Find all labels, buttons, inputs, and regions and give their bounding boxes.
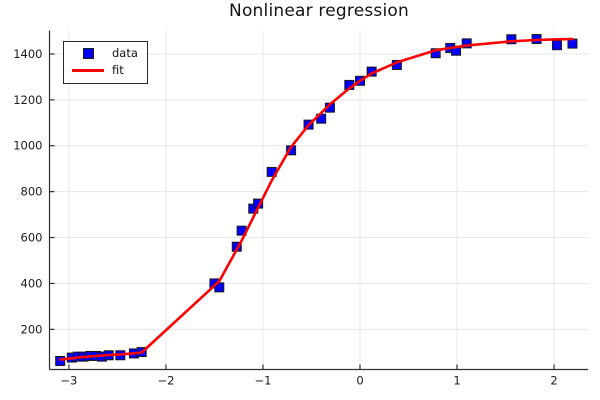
y-tick-label: 1000 <box>13 139 42 153</box>
y-tick-label: 800 <box>21 185 43 199</box>
data-point-marker <box>430 48 441 59</box>
data-point-marker <box>461 38 472 49</box>
data-point-marker <box>567 38 578 49</box>
legend: data fit <box>63 41 148 84</box>
data-point-marker <box>55 356 66 367</box>
legend-swatch-cell <box>64 69 112 72</box>
legend-item-fit: fit <box>64 62 147 79</box>
y-tick-label: 1200 <box>13 93 42 107</box>
x-tick-label: 2 <box>550 374 557 388</box>
x-tick-label: 0 <box>356 374 363 388</box>
y-tick-label: 400 <box>21 276 43 290</box>
legend-label-fit: fit <box>112 62 124 77</box>
data-square-marker-icon <box>82 48 94 59</box>
x-tick-label: 1 <box>453 374 460 388</box>
y-tick-label: 200 <box>21 322 43 336</box>
data-point-marker <box>551 40 562 51</box>
fit-line <box>58 37 574 361</box>
y-tick-label: 1400 <box>13 47 42 61</box>
y-tick-label: 600 <box>21 231 43 245</box>
x-tick-label: −3 <box>60 374 77 388</box>
data-point-marker <box>506 34 517 45</box>
chart-title: Nonlinear regression <box>229 1 409 21</box>
legend-swatch-cell <box>64 48 112 59</box>
legend-item-data: data <box>64 45 147 62</box>
x-tick-label: −2 <box>157 374 174 388</box>
fit-line-icon <box>72 69 104 72</box>
legend-label-data: data <box>112 45 138 60</box>
x-tick-label: −1 <box>254 374 271 388</box>
